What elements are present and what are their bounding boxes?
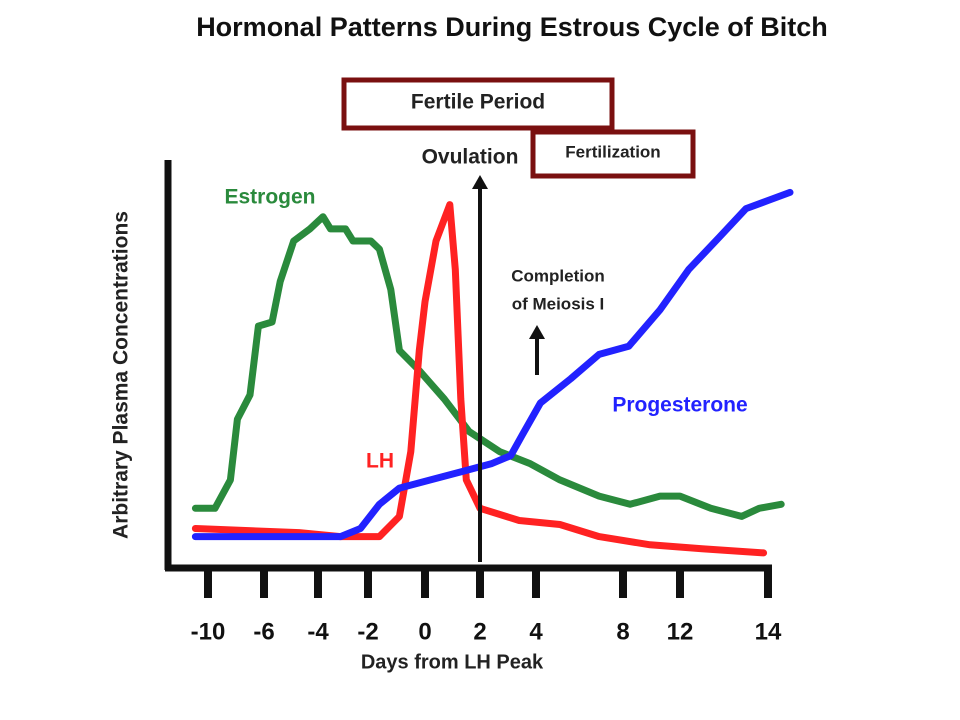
fertile-box bbox=[341, 77, 615, 131]
fertile-label: Fertile Period bbox=[411, 91, 545, 114]
series-label: LH bbox=[366, 450, 394, 473]
x-tick-label: 4 bbox=[529, 618, 543, 645]
x-tick-label: 8 bbox=[616, 618, 629, 645]
series-label: Estrogen bbox=[224, 186, 315, 209]
x-tick-label: -4 bbox=[307, 618, 329, 645]
y-axis-label: Arbitrary Plasma Concentrations bbox=[110, 211, 133, 539]
series-line bbox=[191, 213, 785, 520]
chart-title: Hormonal Patterns During Estrous Cycle o… bbox=[196, 12, 828, 42]
series-line bbox=[191, 188, 794, 541]
fertilization-label: Fertilization bbox=[565, 142, 660, 161]
x-tick-label: -6 bbox=[253, 618, 274, 645]
arrow-head bbox=[472, 175, 488, 189]
x-tick-label: 2 bbox=[473, 618, 486, 645]
series-label: Progesterone bbox=[612, 394, 747, 417]
x-tick-label: 0 bbox=[418, 618, 431, 645]
meiosis-label: Completion bbox=[511, 266, 605, 285]
x-tick-label: 12 bbox=[667, 618, 694, 645]
meiosis-label: of Meiosis I bbox=[512, 294, 605, 313]
ovulation-label: Ovulation bbox=[422, 146, 519, 169]
x-tick-label: -2 bbox=[357, 618, 378, 645]
x-tick-label: -10 bbox=[191, 618, 226, 645]
fertilization-box bbox=[530, 129, 696, 179]
x-axis-label: Days from LH Peak bbox=[361, 651, 544, 673]
x-tick-label: 14 bbox=[755, 618, 782, 645]
series-line bbox=[191, 201, 768, 557]
arrow-head bbox=[529, 325, 545, 339]
